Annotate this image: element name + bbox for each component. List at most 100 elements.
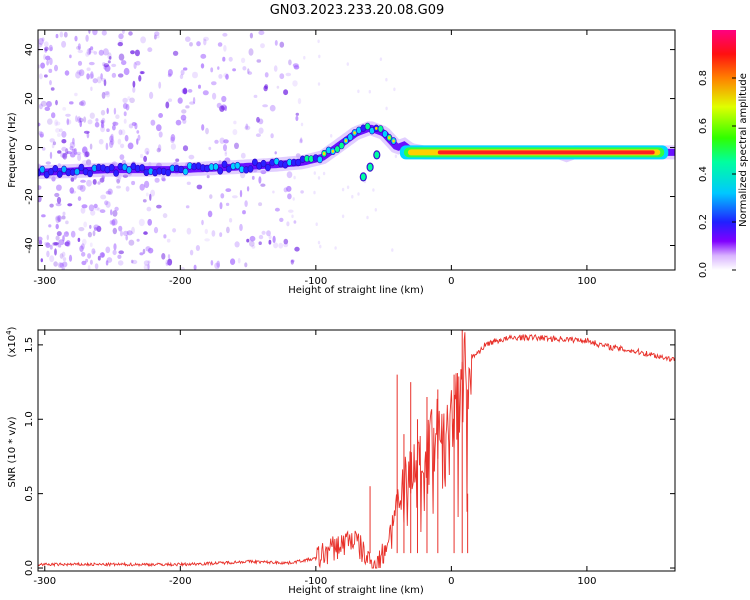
noise-dot (258, 234, 264, 240)
noise-dot (220, 193, 225, 199)
noise-dot (51, 112, 56, 119)
noise-dot (161, 176, 166, 181)
noise-dot (293, 65, 300, 70)
noise-dot (40, 258, 43, 263)
noise-dot (224, 150, 228, 155)
noise-dot (49, 244, 53, 250)
noise-dot (105, 246, 111, 254)
noise-dot (211, 81, 217, 86)
noise-dot (105, 190, 112, 195)
noise-dot (62, 152, 68, 160)
noise-dot (225, 73, 229, 80)
noise-dot (57, 215, 62, 223)
noise-dot (41, 37, 45, 42)
noise-dot (89, 112, 95, 119)
noise-dot (38, 195, 42, 203)
noise-dot (313, 190, 316, 195)
noise-dot (110, 209, 113, 216)
noise-dot (52, 141, 57, 146)
noise-dot (86, 48, 92, 56)
noise-dot (59, 253, 64, 259)
noise-dot (62, 107, 67, 111)
noise-dot (214, 262, 220, 269)
noise-dot (88, 204, 95, 212)
noise-dot (244, 200, 248, 208)
noise-dot (162, 213, 168, 219)
ridge-blob (260, 159, 267, 168)
noise-dot (317, 176, 321, 180)
noise-dot (87, 253, 92, 259)
noise-dot (128, 239, 135, 246)
noise-dot (147, 260, 151, 264)
noise-dot (80, 179, 86, 183)
noise-dot (113, 107, 117, 115)
noise-dot (188, 154, 195, 160)
noise-dot (74, 92, 78, 97)
noise-dot (172, 228, 177, 233)
colorbar-tick-label: 0.6 (698, 118, 709, 134)
noise-dot (61, 267, 65, 270)
noise-dot (294, 246, 300, 252)
noise-dot (86, 179, 92, 187)
noise-dot (183, 67, 188, 71)
noise-dot (81, 204, 88, 209)
noise-dot (44, 241, 50, 246)
noise-dot (283, 187, 288, 193)
noise-dot (81, 251, 86, 257)
noise-dot (97, 207, 101, 212)
noise-dot (67, 203, 73, 207)
noise-dot (136, 130, 140, 134)
noise-dot (123, 118, 127, 124)
noise-dot (112, 227, 118, 235)
noise-dot (374, 208, 377, 212)
noise-dot (180, 114, 187, 121)
noise-dot (214, 139, 219, 144)
noise-dot (93, 224, 100, 230)
noise-dot (317, 82, 321, 86)
noise-dot (216, 260, 220, 268)
noise-dot (46, 234, 49, 241)
noise-dot (258, 241, 262, 245)
noise-dot (38, 64, 41, 69)
noise-dot (112, 124, 116, 131)
noise-dot (89, 259, 93, 265)
noise-dot (225, 202, 230, 206)
snr-x-ticks: -300 -200 -100 0 100 (33, 330, 596, 587)
noise-dot (86, 73, 90, 80)
noise-dot (351, 194, 354, 199)
side-branch-blob (366, 162, 374, 172)
noise-dot (249, 32, 253, 39)
noise-dot (286, 185, 292, 192)
noise-dot (175, 119, 182, 126)
noise-dot (56, 196, 62, 204)
noise-dot (201, 124, 205, 131)
noise-dot (177, 97, 183, 104)
noise-dot (44, 48, 48, 53)
noise-dot (217, 42, 223, 47)
noise-dot (59, 262, 64, 268)
noise-dot (55, 235, 60, 241)
x-tick-label: -300 (33, 276, 56, 287)
noise-dot (300, 137, 303, 143)
noise-dot (62, 211, 66, 216)
noise-dot (379, 57, 383, 61)
noise-dot (322, 171, 326, 176)
noise-dot (232, 195, 238, 199)
noise-dot (109, 140, 114, 148)
noise-dot (234, 241, 240, 248)
spectrogram-x-label: Height of straight line (km) (288, 285, 424, 296)
noise-dot (226, 226, 230, 234)
noise-dot (290, 259, 294, 265)
noise-dot (86, 67, 91, 71)
noise-dot (341, 214, 345, 219)
noise-dot (57, 133, 61, 137)
noise-dot (125, 103, 130, 111)
noise-dot (263, 85, 268, 92)
noise-dot (98, 138, 104, 145)
noise-dot (209, 194, 213, 200)
noise-dot (293, 175, 296, 180)
noise-dot (45, 161, 51, 165)
noise-dot (286, 221, 290, 227)
noise-dot (167, 98, 173, 102)
ridge-blob (234, 161, 241, 170)
